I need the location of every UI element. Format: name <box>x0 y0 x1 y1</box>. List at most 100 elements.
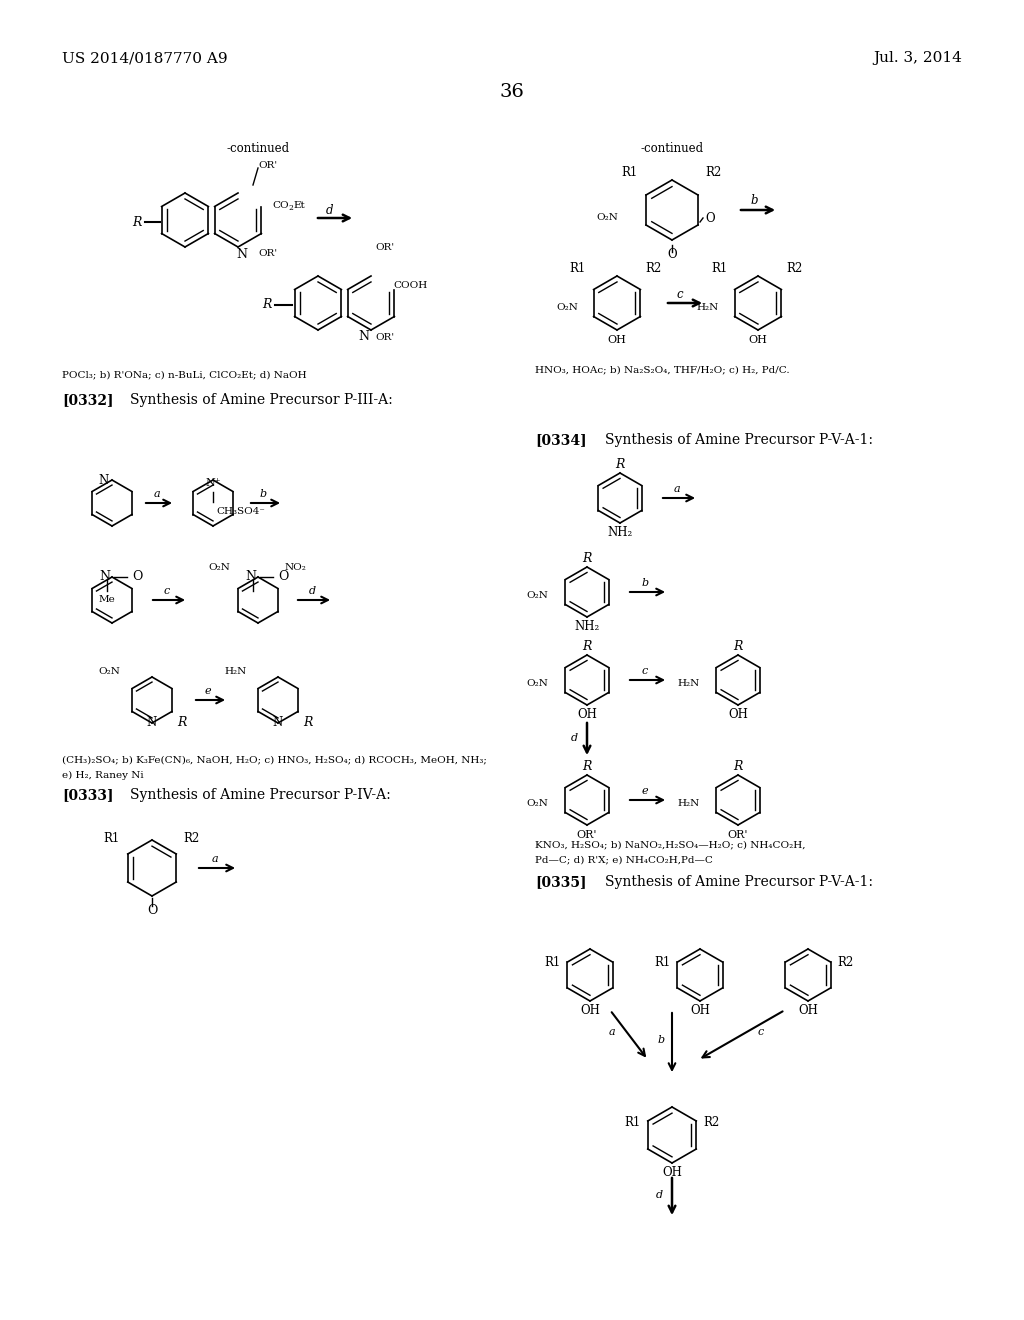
Text: HNO₃, HOAc; b) Na₂S₂O₄, THF/H₂O; c) H₂, Pd/C.: HNO₃, HOAc; b) Na₂S₂O₄, THF/H₂O; c) H₂, … <box>535 366 790 375</box>
Text: O₂N: O₂N <box>526 799 548 808</box>
Text: OH: OH <box>798 1005 818 1018</box>
Text: R: R <box>583 640 592 653</box>
Text: O₂N: O₂N <box>596 214 618 223</box>
Text: N: N <box>237 248 248 260</box>
Text: R: R <box>133 215 142 228</box>
Text: a: a <box>674 484 680 494</box>
Text: R: R <box>733 640 742 653</box>
Text: OH: OH <box>663 1167 682 1180</box>
Text: O: O <box>278 570 289 583</box>
Text: O₂N: O₂N <box>526 590 548 599</box>
Text: N⁺: N⁺ <box>205 478 221 488</box>
Text: OR': OR' <box>258 248 278 257</box>
Text: a: a <box>212 854 218 865</box>
Text: O: O <box>146 904 158 917</box>
Text: H₂N: H₂N <box>678 678 700 688</box>
Text: d: d <box>308 586 315 597</box>
Text: NH₂: NH₂ <box>574 620 600 634</box>
Text: R2: R2 <box>703 1115 719 1129</box>
Text: H₂N: H₂N <box>696 304 719 313</box>
Text: R2: R2 <box>705 165 721 178</box>
Text: a: a <box>608 1027 615 1038</box>
Text: b: b <box>259 488 266 499</box>
Text: R: R <box>733 760 742 774</box>
Text: O: O <box>132 570 142 583</box>
Text: OH: OH <box>749 335 767 345</box>
Text: CO: CO <box>272 201 289 210</box>
Text: b: b <box>751 194 758 207</box>
Text: R1: R1 <box>625 1115 641 1129</box>
Text: N: N <box>272 717 283 730</box>
Text: Synthesis of Amine Precursor P-III-A:: Synthesis of Amine Precursor P-III-A: <box>130 393 393 407</box>
Text: N: N <box>99 570 110 583</box>
Text: OH: OH <box>578 709 597 722</box>
Text: 36: 36 <box>500 83 524 102</box>
Text: OR': OR' <box>728 830 749 840</box>
Text: O₂N: O₂N <box>98 668 120 676</box>
Text: R2: R2 <box>786 261 802 275</box>
Text: -continued: -continued <box>226 141 290 154</box>
Text: N: N <box>146 717 157 730</box>
Text: e: e <box>642 785 648 796</box>
Text: OH: OH <box>728 709 748 722</box>
Text: e: e <box>205 686 211 696</box>
Text: Synthesis of Amine Precursor P-IV-A:: Synthesis of Amine Precursor P-IV-A: <box>130 788 391 803</box>
Text: OR': OR' <box>375 243 394 252</box>
Text: 2: 2 <box>288 205 293 213</box>
Text: d: d <box>656 1191 663 1200</box>
Text: d: d <box>327 203 334 216</box>
Text: b: b <box>657 1035 665 1045</box>
Text: R: R <box>615 458 625 471</box>
Text: [0332]: [0332] <box>62 393 114 407</box>
Text: Jul. 3, 2014: Jul. 3, 2014 <box>873 51 962 65</box>
Text: NO₂: NO₂ <box>285 564 307 573</box>
Text: [0333]: [0333] <box>62 788 114 803</box>
Text: O: O <box>668 248 677 261</box>
Text: OH: OH <box>690 1005 710 1018</box>
Text: b: b <box>641 578 648 587</box>
Text: OR': OR' <box>258 161 278 169</box>
Text: Me: Me <box>98 594 116 603</box>
Text: R: R <box>583 553 592 565</box>
Text: [0334]: [0334] <box>535 433 587 447</box>
Text: N: N <box>98 474 109 487</box>
Text: OH: OH <box>607 335 627 345</box>
Text: Synthesis of Amine Precursor P-V-A-1:: Synthesis of Amine Precursor P-V-A-1: <box>605 433 873 447</box>
Text: R: R <box>177 717 186 730</box>
Text: H₂N: H₂N <box>224 668 247 676</box>
Text: OR': OR' <box>577 830 597 840</box>
Text: POCl₃; b) R'ONa; c) n-BuLi, ClCO₂Et; d) NaOH: POCl₃; b) R'ONa; c) n-BuLi, ClCO₂Et; d) … <box>62 371 306 380</box>
Text: R: R <box>262 298 272 312</box>
Text: R1: R1 <box>103 832 120 845</box>
Text: Synthesis of Amine Precursor P-V-A-1:: Synthesis of Amine Precursor P-V-A-1: <box>605 875 873 888</box>
Text: e) H₂, Raney Ni: e) H₂, Raney Ni <box>62 771 143 780</box>
Text: R1: R1 <box>622 165 638 178</box>
Text: COOH: COOH <box>393 281 427 289</box>
Text: O₂N: O₂N <box>526 678 548 688</box>
Text: R2: R2 <box>183 832 200 845</box>
Text: (CH₃)₂SO₄; b) K₃Fe(CN)₆, NaOH, H₂O; c) HNO₃, H₂SO₄; d) RCOCH₃, MeOH, NH₃;: (CH₃)₂SO₄; b) K₃Fe(CN)₆, NaOH, H₂O; c) H… <box>62 755 486 764</box>
Text: O₂N: O₂N <box>208 564 230 573</box>
Text: c: c <box>758 1027 764 1038</box>
Text: N: N <box>245 570 256 583</box>
Text: Pd—C; d) R'X; e) NH₄CO₂H,Pd—C: Pd—C; d) R'X; e) NH₄CO₂H,Pd—C <box>535 855 713 865</box>
Text: -continued: -continued <box>640 141 703 154</box>
Text: R1: R1 <box>545 956 561 969</box>
Text: O: O <box>705 211 715 224</box>
Text: R: R <box>583 760 592 774</box>
Text: c: c <box>164 586 170 597</box>
Text: OH: OH <box>580 1005 600 1018</box>
Text: R2: R2 <box>645 261 662 275</box>
Text: N: N <box>358 330 370 343</box>
Text: [0335]: [0335] <box>535 875 587 888</box>
Text: O₂N: O₂N <box>556 304 578 313</box>
Text: a: a <box>154 488 161 499</box>
Text: c: c <box>677 288 683 301</box>
Text: d: d <box>570 733 578 743</box>
Text: CH₃SO4⁻: CH₃SO4⁻ <box>216 507 265 516</box>
Text: H₂N: H₂N <box>678 799 700 808</box>
Text: Et: Et <box>293 201 305 210</box>
Text: KNO₃, H₂SO₄; b) NaNO₂,H₂SO₄—H₂O; c) NH₄CO₂H,: KNO₃, H₂SO₄; b) NaNO₂,H₂SO₄—H₂O; c) NH₄C… <box>535 841 806 850</box>
Text: R2: R2 <box>837 956 853 969</box>
Text: R1: R1 <box>569 261 586 275</box>
